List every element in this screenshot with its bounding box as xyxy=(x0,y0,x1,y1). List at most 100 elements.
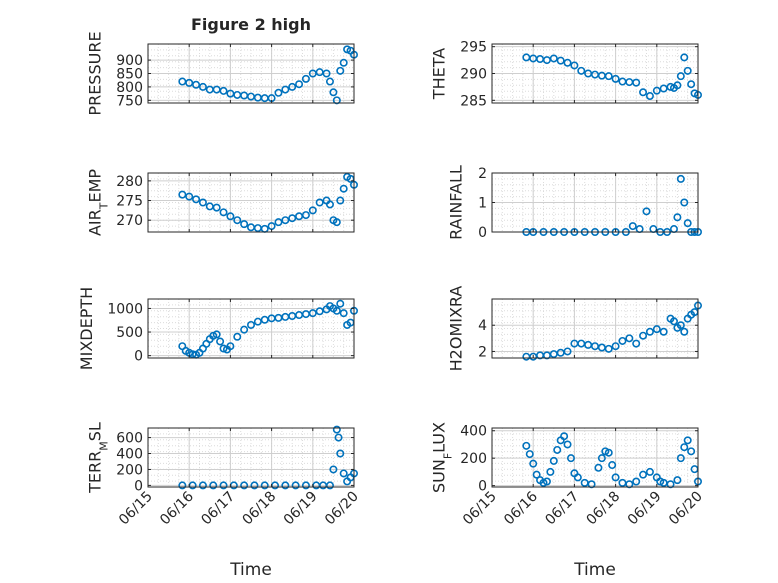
y-tick-label: 0 xyxy=(134,349,143,365)
data-point xyxy=(563,58,572,67)
y-tick-label: 800 xyxy=(116,80,143,96)
y-axis-label: PRESSURE xyxy=(86,31,105,115)
y-tick-label: 600 xyxy=(116,431,143,447)
data-point xyxy=(301,481,310,490)
data-point xyxy=(274,218,283,227)
data-point xyxy=(322,69,331,78)
data-point xyxy=(219,208,228,217)
data-point xyxy=(642,207,651,216)
axes-box xyxy=(491,298,699,359)
data-point xyxy=(676,174,685,183)
data-point xyxy=(226,212,235,221)
y-tick-label: 0 xyxy=(134,478,143,494)
y-tick-label: 2 xyxy=(478,166,487,182)
data-point xyxy=(549,456,558,465)
data-point xyxy=(281,216,290,225)
data-point xyxy=(669,317,678,326)
data-point xyxy=(542,477,551,486)
data-point xyxy=(683,436,692,445)
data-point xyxy=(611,342,620,351)
data-point xyxy=(339,309,348,318)
data-point xyxy=(611,473,620,482)
data-point xyxy=(325,77,334,86)
data-point xyxy=(226,342,235,351)
data-point xyxy=(645,92,654,101)
data-point xyxy=(566,454,575,463)
data-point xyxy=(288,214,297,223)
data-point xyxy=(659,84,668,93)
figure-title: Figure 2 high xyxy=(191,15,311,34)
data-point xyxy=(288,82,297,91)
data-point xyxy=(209,481,218,490)
data-point xyxy=(308,309,317,318)
data-point xyxy=(281,481,290,490)
data-point xyxy=(687,80,696,89)
y-tick-label: 400 xyxy=(116,447,143,463)
data-point xyxy=(216,337,225,346)
data-point xyxy=(336,66,345,75)
axes-box xyxy=(147,427,355,488)
subplot-h2omixra: 2 4 H2OMIXRA xyxy=(447,286,702,372)
data-point xyxy=(645,467,654,476)
y-tick-label: 850 xyxy=(116,67,143,83)
data-point xyxy=(687,447,696,456)
data-point xyxy=(597,454,606,463)
data-point xyxy=(240,325,249,334)
data-point xyxy=(219,86,228,95)
data-point xyxy=(673,81,682,90)
data-point xyxy=(240,220,249,229)
data-point xyxy=(673,476,682,485)
data-point xyxy=(549,54,558,63)
data-point xyxy=(250,481,259,490)
data-point xyxy=(212,203,221,212)
data-point xyxy=(308,206,317,215)
y-tick-label: 0 xyxy=(478,479,487,495)
subplot-air-temp: 270 275 280 AIRTEMP xyxy=(86,169,358,236)
data-point xyxy=(336,449,345,458)
data-point xyxy=(192,195,201,204)
data-point xyxy=(676,454,685,463)
y-tick-label: 275 xyxy=(116,194,143,210)
data-point xyxy=(212,330,221,339)
y-tick-label: 285 xyxy=(460,93,487,109)
data-point xyxy=(628,222,637,231)
data-point xyxy=(329,465,338,474)
data-point xyxy=(594,463,603,472)
data-point xyxy=(560,432,569,441)
data-point xyxy=(652,325,661,334)
data-point xyxy=(301,211,310,220)
data-point xyxy=(334,433,343,442)
data-point xyxy=(680,327,689,336)
data-point xyxy=(329,88,338,97)
data-point xyxy=(680,53,689,62)
data-point xyxy=(625,334,634,343)
data-point xyxy=(608,461,617,470)
data-point xyxy=(198,198,207,207)
data-point xyxy=(639,470,648,479)
data-point xyxy=(604,344,613,353)
data-point xyxy=(639,331,648,340)
data-point xyxy=(553,445,562,454)
data-point xyxy=(247,320,256,329)
axes-box xyxy=(147,298,355,359)
y-tick-label: 500 xyxy=(116,325,143,341)
data-point xyxy=(522,441,531,450)
data-point xyxy=(332,96,341,105)
data-point xyxy=(233,216,242,225)
data-point xyxy=(680,198,689,207)
y-tick-label: 0 xyxy=(478,225,487,241)
data-point xyxy=(573,473,582,482)
y-axis-label: H2OMIXRA xyxy=(447,286,466,372)
data-point xyxy=(683,219,692,228)
data-point xyxy=(301,74,310,83)
data-point xyxy=(198,481,207,490)
data-point xyxy=(178,190,187,199)
subplot-mixdepth: 0 500 1000 MIXDEPTH xyxy=(77,287,358,370)
data-point xyxy=(546,467,555,476)
data-point xyxy=(178,481,187,490)
data-point xyxy=(325,481,334,490)
data-point xyxy=(525,450,534,459)
data-point xyxy=(632,339,641,348)
